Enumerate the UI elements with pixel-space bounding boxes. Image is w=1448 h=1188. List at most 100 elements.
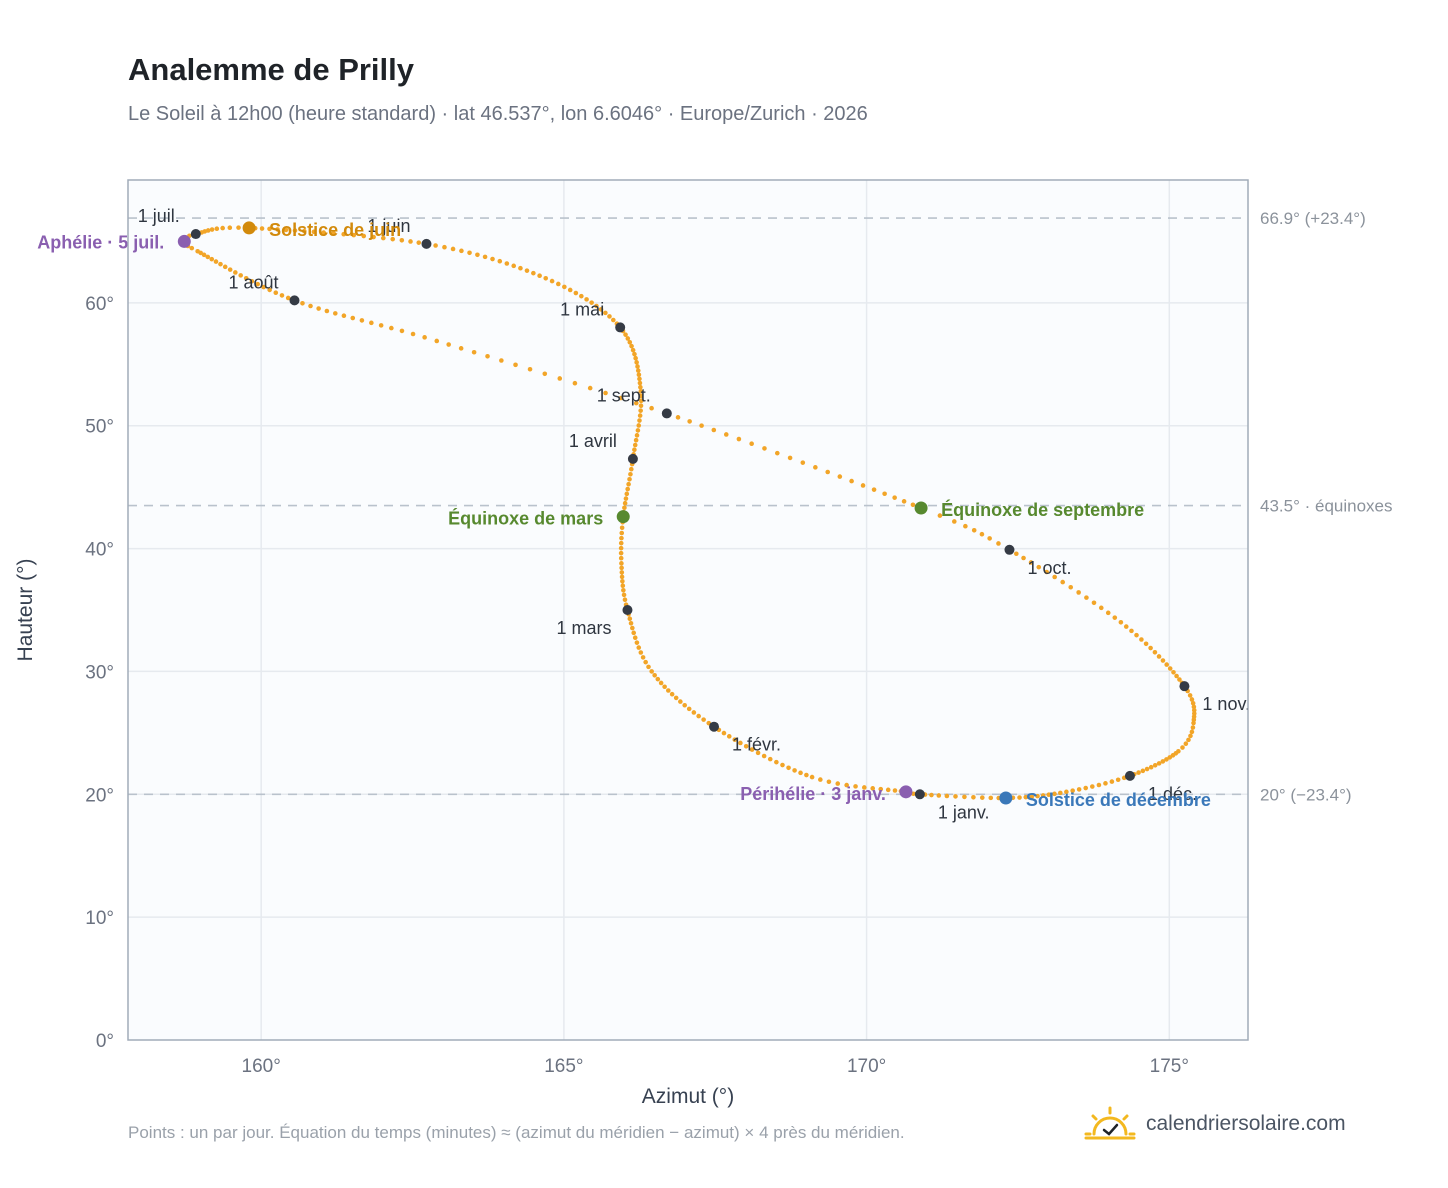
daily-sun-point bbox=[622, 505, 627, 511]
daily-sun-point bbox=[662, 684, 667, 690]
daily-sun-point bbox=[213, 259, 219, 264]
daily-sun-point bbox=[1129, 628, 1134, 634]
x-tick-label: 170° bbox=[847, 1056, 886, 1077]
daily-sun-point bbox=[638, 650, 644, 655]
daily-sun-point bbox=[633, 355, 638, 361]
daily-sun-point bbox=[1096, 782, 1102, 788]
daily-sun-point bbox=[1136, 770, 1141, 775]
daily-sun-point bbox=[537, 273, 542, 278]
daily-sun-point bbox=[826, 779, 832, 785]
daily-sun-point bbox=[399, 328, 405, 334]
month-marker-dot bbox=[289, 295, 300, 306]
daily-sun-point bbox=[618, 395, 624, 401]
daily-sun-point bbox=[637, 413, 643, 418]
y-tick-label: 40° bbox=[85, 540, 114, 561]
daily-sun-point bbox=[542, 371, 548, 377]
daily-sun-point bbox=[675, 415, 681, 420]
daily-sun-point bbox=[1036, 564, 1042, 570]
event-marker-label: Équinoxe de mars bbox=[448, 508, 603, 529]
event-marker-label: Aphélie · 5 juil. bbox=[37, 232, 164, 252]
daily-sun-point bbox=[433, 243, 438, 248]
daily-sun-point bbox=[1029, 794, 1035, 799]
daily-sun-point bbox=[743, 743, 749, 749]
daily-sun-point bbox=[1160, 759, 1166, 764]
daily-sun-point bbox=[408, 239, 413, 244]
daily-sun-point bbox=[222, 264, 228, 270]
daily-sun-point bbox=[1112, 615, 1118, 620]
daily-sun-point bbox=[236, 225, 241, 230]
daily-sun-point bbox=[1105, 610, 1111, 616]
daily-sun-point bbox=[1052, 574, 1057, 580]
daily-sun-point bbox=[603, 390, 608, 396]
daily-sun-point bbox=[620, 583, 626, 589]
daily-sun-point bbox=[623, 332, 628, 337]
daily-sun-point bbox=[1118, 619, 1124, 625]
daily-sun-point bbox=[638, 384, 643, 390]
event-marker-dot bbox=[914, 501, 928, 515]
daily-sun-point bbox=[341, 231, 346, 237]
y-tick-label: 10° bbox=[85, 908, 114, 929]
brand[interactable]: calendriersolaire.com bbox=[1082, 1104, 1346, 1144]
y-tick-label: 60° bbox=[85, 294, 114, 315]
sun-logo-icon bbox=[1084, 1106, 1136, 1140]
daily-sun-point bbox=[619, 525, 625, 531]
daily-sun-point bbox=[1090, 784, 1095, 789]
daily-sun-point bbox=[711, 427, 717, 433]
daily-sun-point bbox=[1156, 654, 1162, 659]
y-tick-label: 0° bbox=[96, 1031, 114, 1052]
daily-sun-point bbox=[649, 405, 654, 411]
month-marker-dot bbox=[1179, 681, 1190, 692]
daily-sun-point bbox=[1164, 757, 1169, 762]
daily-sun-point bbox=[622, 597, 628, 603]
x-tick-label: 160° bbox=[242, 1056, 281, 1077]
daily-sun-point bbox=[1035, 793, 1040, 799]
daily-sun-point bbox=[189, 245, 195, 251]
daily-sun-point bbox=[1115, 777, 1121, 783]
daily-sun-point bbox=[630, 625, 635, 631]
daily-sun-point bbox=[624, 491, 630, 497]
daily-sun-point bbox=[1109, 779, 1115, 784]
month-marker-label: 1 août bbox=[228, 272, 278, 292]
month-marker-label: 1 juin bbox=[367, 216, 410, 236]
daily-sun-point bbox=[603, 310, 608, 316]
daily-sun-point bbox=[755, 750, 761, 756]
daily-sun-point bbox=[726, 734, 732, 739]
daily-sun-point bbox=[1160, 658, 1166, 663]
daily-sun-point bbox=[1076, 787, 1082, 792]
daily-sun-point bbox=[844, 782, 849, 788]
daily-sun-point bbox=[634, 640, 640, 645]
daily-sun-point bbox=[658, 680, 664, 686]
daily-sun-point bbox=[556, 281, 561, 287]
daily-sun-point bbox=[691, 710, 697, 715]
daily-sun-point bbox=[499, 358, 504, 363]
daily-sun-point bbox=[369, 320, 374, 326]
daily-sun-point bbox=[324, 308, 330, 314]
daily-sun-point bbox=[882, 491, 887, 497]
daily-sun-point bbox=[636, 423, 642, 428]
daily-sun-point bbox=[1083, 785, 1089, 791]
daily-sun-point bbox=[201, 252, 207, 258]
daily-sun-point bbox=[332, 311, 338, 316]
daily-sun-point bbox=[243, 275, 249, 281]
daily-sun-point bbox=[813, 465, 818, 470]
daily-sun-point bbox=[249, 278, 255, 284]
daily-sun-point bbox=[227, 267, 233, 272]
daily-sun-point bbox=[627, 339, 633, 345]
daily-sun-point bbox=[416, 240, 422, 245]
month-marker-label: 1 févr. bbox=[732, 735, 781, 755]
daily-sun-point bbox=[1188, 733, 1193, 739]
daily-sun-point bbox=[701, 717, 706, 722]
daily-sun-point bbox=[870, 786, 876, 791]
daily-sun-point bbox=[619, 535, 624, 541]
daily-sun-point bbox=[1187, 693, 1193, 698]
daily-sun-point bbox=[635, 428, 641, 433]
daily-sun-point bbox=[220, 225, 225, 231]
daily-sun-point bbox=[1167, 755, 1173, 760]
daily-sun-point bbox=[1164, 662, 1169, 667]
daily-sun-point bbox=[792, 768, 797, 773]
axis-ticks: 160° 165° 170° 175° 0° 10° 20° 30° 40° 50° 60° bbox=[85, 294, 1189, 1077]
daily-sun-point bbox=[636, 645, 642, 650]
daily-sun-point bbox=[666, 688, 671, 693]
month-marker-label: 1 mai bbox=[560, 299, 604, 319]
